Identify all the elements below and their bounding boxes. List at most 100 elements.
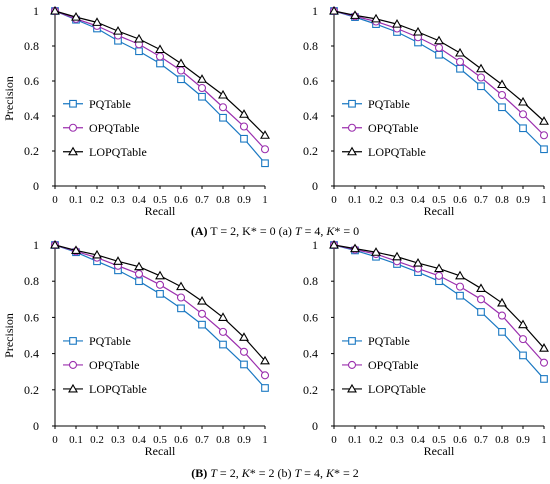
legend-marker xyxy=(347,146,357,156)
data-point xyxy=(518,335,528,344)
x-tick-label: 0.4 xyxy=(411,194,425,206)
series-line xyxy=(333,10,545,150)
series-lopqtable xyxy=(329,239,549,352)
x-tick-label: 0.6 xyxy=(174,434,188,446)
data-point xyxy=(218,327,228,336)
y-tick-label: 0 xyxy=(33,179,39,193)
data-point xyxy=(455,282,465,291)
data-point xyxy=(176,281,186,291)
data-point xyxy=(113,26,123,35)
data-point xyxy=(134,269,144,279)
caption-bottom-k1eq: * = 2 (b) xyxy=(249,466,295,480)
data-point xyxy=(240,134,248,143)
data-point xyxy=(539,116,549,125)
x-tick-label: 0.5 xyxy=(432,434,446,446)
data-point xyxy=(518,110,528,119)
data-point xyxy=(497,90,507,100)
data-point xyxy=(392,251,402,261)
x-tick-label: 0.1 xyxy=(348,194,362,206)
data-point xyxy=(239,122,249,131)
data-point xyxy=(518,319,528,329)
data-point xyxy=(176,66,186,75)
y-tick-label: 1 xyxy=(312,238,318,252)
y-tick-label: 0 xyxy=(312,419,318,433)
y-tick-label: 0 xyxy=(33,419,39,433)
y-tick-label: 0.4 xyxy=(303,109,318,123)
series-line xyxy=(54,10,266,164)
y-tick-label: 0.2 xyxy=(303,383,318,397)
data-point xyxy=(218,312,228,321)
data-point xyxy=(329,5,339,15)
data-point xyxy=(539,131,549,140)
data-point xyxy=(455,270,465,280)
legend-label: OPQTable xyxy=(368,358,418,372)
x-axis-label: Recall xyxy=(145,444,176,458)
x-tick-label: 0.8 xyxy=(216,434,230,446)
data-point xyxy=(476,295,486,304)
y-tick-label: 0.6 xyxy=(24,310,39,324)
data-point xyxy=(434,263,444,273)
caption-top: (A) T = 2, K* = 0 (a) T = 4, K* = 0 xyxy=(0,224,550,239)
legend-label: PQTable xyxy=(368,97,410,111)
data-point xyxy=(477,308,485,316)
legend-label: OPQTable xyxy=(368,121,418,135)
legend-marker xyxy=(69,337,77,345)
x-tick-label: 0.4 xyxy=(411,434,425,446)
data-point xyxy=(539,358,549,367)
data-point xyxy=(519,351,527,360)
x-tick-label: 0.6 xyxy=(453,434,467,446)
y-tick-label: 0.8 xyxy=(303,39,318,53)
caption-bottom-t1: T xyxy=(210,466,217,480)
data-point xyxy=(239,347,249,356)
caption-bottom-t1eq: = 2, xyxy=(216,466,242,480)
data-point xyxy=(434,43,444,52)
data-point xyxy=(540,375,548,383)
legend-marker xyxy=(348,99,356,108)
data-point xyxy=(156,290,164,298)
y-tick-label: 0.4 xyxy=(24,109,39,123)
data-point xyxy=(261,159,269,168)
data-point xyxy=(392,19,402,28)
y-tick-label: 0.4 xyxy=(24,347,39,361)
y-tick-label: 0.4 xyxy=(303,347,318,361)
data-point xyxy=(497,297,507,307)
x-tick-label: 0.2 xyxy=(369,434,383,446)
x-tick-label: 0.6 xyxy=(174,194,188,206)
y-tick-label: 1 xyxy=(33,238,39,252)
data-point xyxy=(155,280,165,289)
data-point xyxy=(240,360,248,369)
data-point xyxy=(434,271,444,280)
data-point xyxy=(50,5,60,15)
x-tick-label: 1 xyxy=(541,194,547,206)
data-point xyxy=(50,239,60,249)
data-point xyxy=(498,328,506,336)
y-tick-label: 0.6 xyxy=(303,310,318,324)
legend: PQTable OPQTable LOPQTable xyxy=(342,97,426,159)
data-point xyxy=(176,293,186,302)
data-point xyxy=(518,96,528,106)
x-tick-label: 0.3 xyxy=(390,194,404,206)
data-point xyxy=(92,249,102,259)
series-line xyxy=(333,244,545,349)
x-tick-label: 0.3 xyxy=(111,434,125,446)
x-tick-label: 0 xyxy=(331,434,337,446)
caption-top-t2: T xyxy=(294,224,302,238)
legend-label: PQTable xyxy=(89,97,131,111)
x-tick-label: 0.3 xyxy=(390,434,404,446)
data-point xyxy=(71,12,81,21)
legend-marker xyxy=(347,360,357,369)
caption-bottom-t2: T xyxy=(294,466,302,480)
y-tick-label: 0.2 xyxy=(24,144,39,158)
caption-bottom: (B) T = 2, K* = 2 (b) T = 4, K* = 2 xyxy=(0,466,550,481)
series-pqtable xyxy=(51,7,269,168)
x-tick-label: 0.7 xyxy=(195,194,209,206)
x-tick-label: 0.9 xyxy=(237,434,251,446)
y-tick-label: 0.2 xyxy=(24,383,39,397)
data-point xyxy=(92,17,102,26)
data-point xyxy=(260,145,270,154)
y-tick-label: 1 xyxy=(312,4,318,18)
legend-label: OPQTable xyxy=(89,121,139,135)
data-point xyxy=(177,75,185,84)
data-point xyxy=(155,44,165,54)
